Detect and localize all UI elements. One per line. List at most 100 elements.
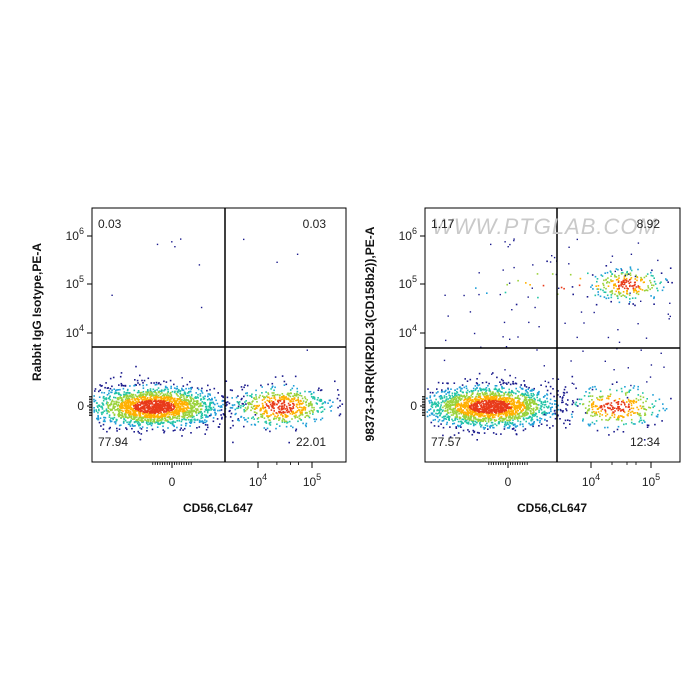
event-dot	[109, 419, 112, 421]
event-dot	[129, 385, 131, 387]
event-dot	[119, 408, 121, 411]
event-dot	[495, 424, 498, 427]
event-dot	[630, 407, 633, 410]
event-dot	[443, 401, 446, 404]
event-dot	[464, 415, 467, 418]
event-dot	[125, 427, 127, 429]
event-dot	[531, 418, 534, 421]
event-dot	[117, 407, 119, 410]
event-dot	[247, 402, 249, 404]
event-dot	[456, 415, 458, 417]
event-dot	[151, 395, 153, 397]
event-dot	[461, 396, 464, 398]
event-dot	[226, 396, 229, 399]
event-dot	[182, 412, 184, 414]
event-dot	[525, 409, 528, 411]
event-dot	[513, 417, 516, 420]
event-dot	[319, 400, 322, 402]
event-dot	[297, 400, 300, 402]
event-dot	[190, 406, 192, 409]
event-dot	[498, 399, 500, 402]
event-dot	[288, 392, 291, 395]
event-dot	[111, 389, 113, 391]
event-dot	[341, 403, 344, 405]
event-dot	[473, 404, 476, 406]
event-dot	[523, 380, 525, 382]
event-dot	[231, 397, 233, 399]
event-dot	[280, 411, 283, 414]
event-dot	[525, 411, 527, 414]
event-dot	[447, 404, 450, 406]
event-dot	[140, 406, 143, 409]
event-dot	[191, 386, 193, 389]
event-dot	[286, 409, 289, 411]
event-dot	[159, 415, 162, 417]
event-dot	[532, 425, 534, 428]
event-dot	[610, 275, 612, 277]
event-dot	[150, 395, 152, 397]
event-dot	[111, 400, 114, 402]
event-dot	[267, 416, 269, 419]
event-dot	[311, 404, 313, 407]
event-dot	[665, 279, 668, 281]
event-dot	[299, 412, 302, 415]
event-dot	[266, 399, 269, 402]
event-dot	[297, 399, 299, 401]
event-dot	[187, 415, 190, 418]
event-dot	[448, 417, 450, 420]
event-dot	[627, 410, 630, 412]
event-dot	[304, 401, 307, 404]
event-dot	[654, 423, 656, 426]
event-dot	[255, 398, 258, 400]
event-dot	[124, 385, 127, 387]
event-dot	[160, 396, 163, 398]
event-dot	[127, 413, 130, 416]
event-dot	[190, 404, 192, 407]
event-dot	[167, 394, 169, 396]
event-dot	[442, 406, 444, 409]
event-dot	[201, 405, 204, 407]
event-dot	[640, 407, 643, 410]
event-dot	[172, 412, 175, 415]
event-dot	[516, 402, 518, 404]
event-dot	[474, 401, 476, 403]
event-dot	[188, 412, 190, 415]
event-dot	[469, 378, 472, 381]
event-dot	[527, 399, 530, 401]
event-dot	[205, 415, 208, 418]
event-dot	[237, 405, 240, 408]
event-dot	[116, 427, 118, 430]
event-dot	[277, 399, 279, 402]
event-dot	[316, 399, 319, 401]
event-dot	[302, 407, 304, 409]
event-dot	[305, 425, 307, 428]
event-dot	[120, 384, 123, 387]
event-dot	[571, 416, 573, 418]
event-dot	[454, 419, 456, 421]
event-dot	[488, 407, 491, 409]
event-dot	[260, 415, 262, 418]
event-dot	[146, 427, 148, 429]
event-dot	[495, 394, 498, 397]
event-dot	[200, 390, 203, 393]
event-dot	[126, 394, 129, 397]
event-dot	[516, 409, 519, 411]
event-dot	[621, 419, 623, 422]
event-dot	[206, 410, 209, 412]
event-dot	[136, 419, 138, 421]
event-dot	[98, 421, 101, 424]
event-dot	[530, 419, 532, 422]
event-dot	[451, 409, 454, 411]
event-dot	[474, 410, 476, 412]
event-dot	[123, 420, 125, 423]
event-dot	[452, 423, 454, 425]
event-dot	[110, 403, 113, 405]
event-dot	[172, 397, 174, 400]
event-dot	[632, 407, 635, 410]
event-dot	[481, 410, 484, 413]
event-dot	[441, 420, 444, 422]
event-dot	[462, 415, 464, 418]
event-dot	[124, 398, 127, 401]
event-dot	[297, 420, 299, 423]
event-dot	[295, 411, 297, 414]
